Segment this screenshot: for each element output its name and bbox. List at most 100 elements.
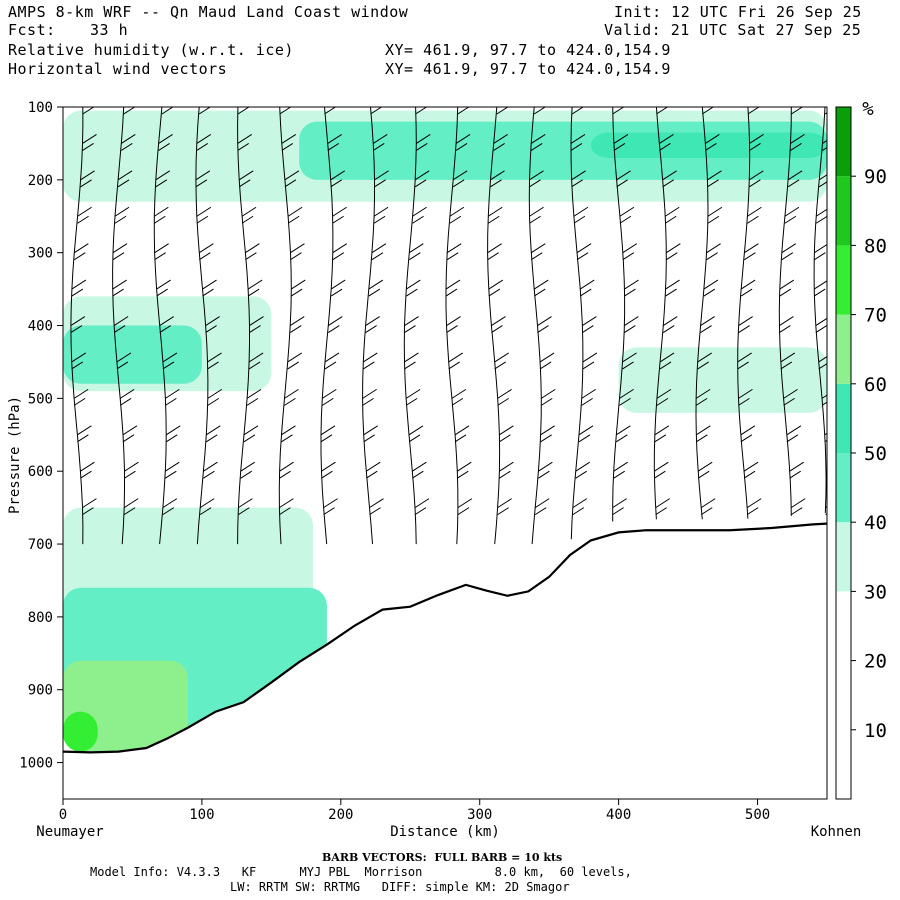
terrain: [63, 522, 827, 799]
wind-barb-flag: [695, 388, 711, 399]
wind-barb-flag: [529, 215, 541, 224]
wind-barb-flag: [747, 206, 762, 217]
wind-barb-flag: [162, 361, 175, 370]
wind-barb-flag: [457, 461, 472, 472]
wind-barb-flag: [582, 361, 595, 370]
wind-barb-flag: [409, 252, 421, 261]
wind-barb-flag: [666, 252, 678, 261]
wind-barb-flag: [159, 316, 174, 326]
wind-barb-flag: [279, 507, 291, 516]
wind-barb-flag: [738, 397, 750, 406]
rh-region: [63, 711, 98, 752]
wind-barb-flag: [616, 434, 628, 443]
wind-barb-flag: [619, 215, 632, 224]
wind-barb-flag: [700, 316, 715, 326]
wind-barb-flag: [534, 107, 536, 108]
wind-barb-flag: [612, 498, 627, 509]
wind-barb-flag: [624, 325, 636, 333]
wind-barb-flag: [789, 461, 804, 472]
wind-barb-flag: [196, 206, 212, 217]
wind-barb-flag: [705, 142, 717, 151]
wind-barb-flag: [207, 397, 220, 406]
wind-barb-flag: [457, 107, 470, 115]
wind-barb-flag: [540, 434, 552, 443]
wind-barb-flag: [700, 507, 713, 516]
wind-barb-flag: [248, 352, 264, 363]
wind-barb-flag: [488, 288, 501, 297]
wind-barb-flag: [205, 325, 217, 333]
wind-barb-flag: [746, 498, 762, 509]
init-time: Init: 12 UTC Fri 26 Sep 25: [614, 3, 862, 21]
x-tick-label: 100: [189, 807, 214, 823]
wind-barb-flag: [496, 107, 509, 115]
wind-barb-flag: [80, 461, 95, 472]
wind-barb-flag: [624, 288, 636, 297]
wind-barb-flag: [372, 142, 385, 151]
wind-barb-flag: [540, 425, 555, 436]
wind-barbs: [70, 107, 827, 545]
wind-barb-flag: [619, 397, 631, 406]
wind-barb-flag: [572, 498, 588, 509]
wind-barb-flag: [327, 142, 339, 151]
wind-barb-flag: [249, 316, 264, 326]
wind-barb-flag: [815, 317, 827, 326]
colorbar-segment: [836, 453, 851, 523]
wind-barb-flag: [616, 170, 631, 181]
forecast-value: 33 h: [90, 21, 129, 39]
colorbar-unit: %: [862, 98, 874, 120]
wind-barb-flag: [70, 325, 83, 333]
wind-barb-flag: [82, 498, 97, 509]
wind-barb-flag: [822, 146, 827, 151]
wind-barb-flag: [330, 170, 346, 181]
axes: 100 200 300 400 500 600 700 800 900 1000 0 100 200 30…: [19, 100, 770, 823]
wind-barb-flag: [815, 215, 827, 224]
wind-barb-flag: [154, 206, 169, 217]
wind-barb-flag: [238, 507, 250, 516]
wind-barb-flag: [284, 388, 299, 399]
wind-barb-flag: [656, 107, 668, 115]
wind-barb-flag: [412, 461, 427, 472]
wind-barb-flag: [743, 461, 759, 472]
wind-barb-flag: [824, 439, 827, 443]
wind-barb-flag: [156, 279, 171, 290]
y-tick-label: 200: [28, 173, 53, 189]
wind-barb-flag: [697, 352, 712, 363]
wind-barb-flag: [412, 215, 424, 224]
wind-barb-flag: [245, 252, 257, 261]
wind-barb-flag: [162, 507, 175, 516]
wind-barb-flag: [740, 288, 753, 297]
model-info-line2: LW: RRTM SW: RRTMG DIFF: simple KM: 2D S…: [230, 880, 570, 894]
wind-barb-flag: [654, 425, 670, 436]
wind-barb-flag: [813, 280, 827, 290]
wind-barb-flag: [121, 142, 133, 151]
colorbar-tick-label: 30: [864, 581, 887, 603]
wind-barb-flag: [124, 470, 136, 479]
wind-barb-flag: [324, 107, 336, 115]
wind-barb-flag: [374, 170, 389, 181]
colorbar-segment: [836, 383, 851, 453]
wind-barb-flag: [662, 179, 674, 188]
wind-barb-flag: [321, 470, 333, 479]
wind-barb-flag: [457, 470, 469, 479]
wind-barb-flag: [415, 107, 427, 115]
wind-barb-flag: [205, 425, 221, 436]
wind-barb-flag: [703, 279, 719, 290]
wind-barb-flag: [162, 498, 178, 509]
colorbar-tick-label: 50: [864, 443, 887, 465]
wind-barb-flag: [664, 215, 677, 224]
wind-barb-flag: [654, 434, 667, 443]
wind-barb-flag: [365, 316, 380, 326]
wind-barb-flag: [784, 215, 797, 224]
wind-barb-flag: [374, 179, 386, 188]
wind-barb-flag: [446, 243, 462, 254]
wind-barb-staff: [653, 107, 667, 520]
wind-barb-flag: [529, 170, 544, 181]
wind-barb-flag: [654, 470, 666, 479]
wind-barb-flag: [363, 352, 378, 363]
wind-barb-flag: [370, 107, 372, 108]
wind-barb-flag: [815, 208, 827, 217]
wind-barb-flag: [405, 397, 418, 406]
wind-barb-flag: [320, 425, 336, 436]
chart-title: AMPS 8-km WRF -- Qn Maud Land Coast wind…: [8, 3, 409, 21]
wind-barb-flag: [198, 107, 211, 115]
